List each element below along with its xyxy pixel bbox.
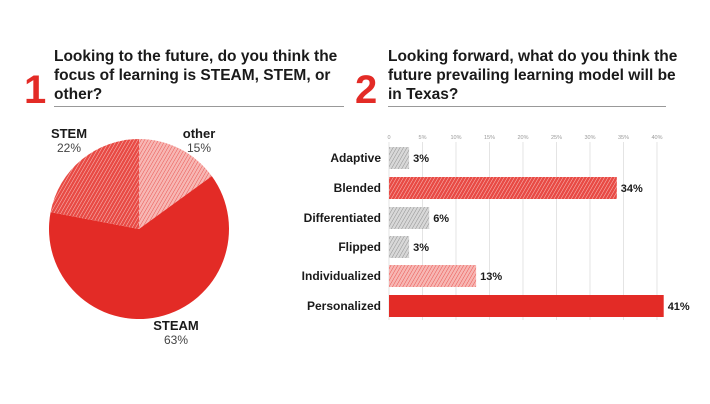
question-1-rule [54, 106, 344, 107]
bar-value-label: 13% [480, 271, 502, 283]
bar-value-label: 34% [621, 183, 643, 195]
question-1-title: Looking to the future, do you think the … [54, 48, 338, 103]
pie-slice-steam [48, 176, 229, 319]
x-tick-label: 0 [387, 135, 390, 141]
bar-value-label: 41% [668, 301, 690, 313]
pie-label: STEAM [153, 318, 199, 333]
x-tick-label: 35% [618, 135, 629, 141]
bar-value-label: 6% [433, 213, 449, 225]
pie-value-label: 15% [187, 141, 211, 155]
pie-value-label: 22% [57, 141, 81, 155]
bar-individualized [389, 265, 477, 287]
bar-category-label: Blended [334, 181, 381, 195]
bar-value-label: 3% [413, 242, 429, 254]
bar-category-label: Individualized [302, 269, 381, 283]
x-tick-label: 15% [484, 135, 495, 141]
bar-flipped [389, 236, 410, 258]
bar-differentiated [389, 207, 430, 229]
pie-label: other [183, 126, 216, 141]
question-2-title: Looking forward, what do you think the f… [388, 48, 678, 103]
x-tick-label: 30% [584, 135, 595, 141]
pie-label: STEM [51, 126, 87, 141]
bar-blended [389, 177, 617, 199]
bar-category-label: Personalized [307, 299, 381, 313]
bar-personalized [389, 295, 664, 317]
question-1-number: 1 [24, 68, 47, 112]
x-tick-label: 25% [551, 135, 562, 141]
pie-slice-stem [50, 139, 139, 229]
bar-category-label: Adaptive [330, 151, 381, 165]
x-tick-label: 5% [419, 135, 427, 141]
question-2-rule [388, 106, 666, 107]
bar-category-label: Flipped [338, 240, 381, 254]
x-tick-label: 20% [517, 135, 528, 141]
x-tick-label: 40% [651, 135, 662, 141]
bar-adaptive [389, 147, 410, 169]
question-2-number: 2 [355, 68, 378, 112]
pie-slice-other [139, 139, 212, 229]
bar-value-label: 3% [413, 153, 429, 165]
bar-category-label: Differentiated [304, 211, 381, 225]
pie-value-label: 63% [164, 333, 188, 347]
x-tick-label: 10% [450, 135, 461, 141]
